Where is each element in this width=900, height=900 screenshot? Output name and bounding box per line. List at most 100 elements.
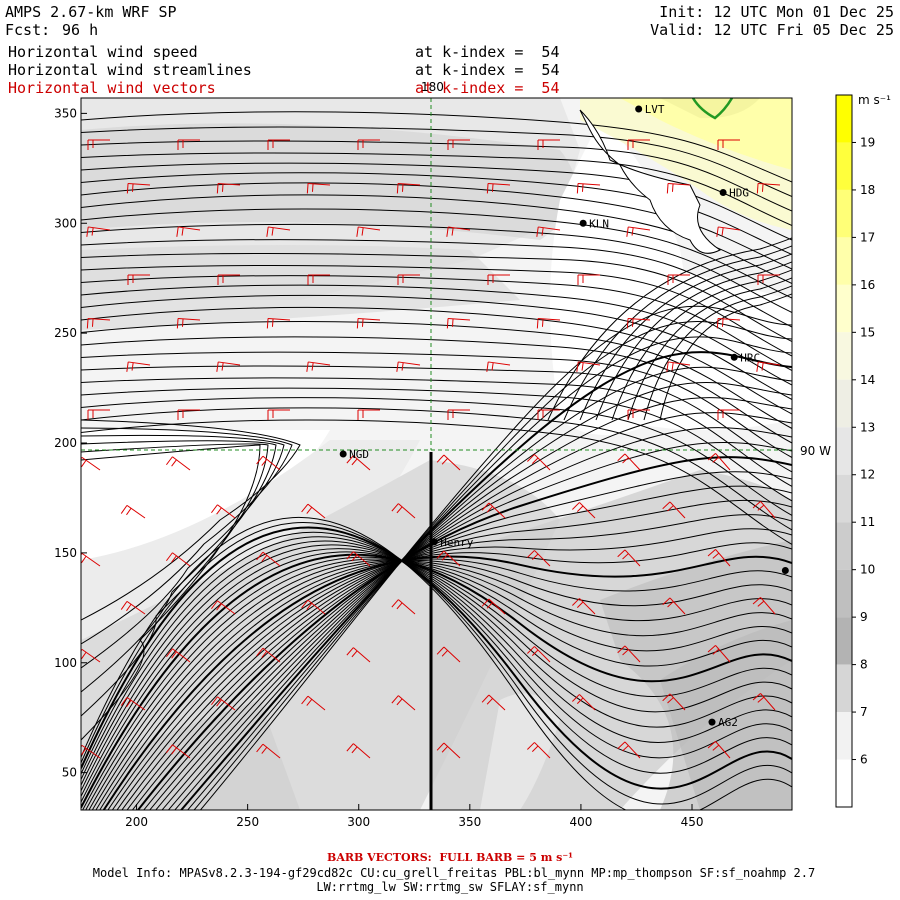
streamline xyxy=(81,321,792,429)
wind-barb xyxy=(126,182,151,194)
wind-barb xyxy=(87,409,110,420)
wind-barb xyxy=(486,182,511,194)
wind-barb xyxy=(481,598,506,615)
wind-barb xyxy=(267,139,290,150)
streamline xyxy=(131,471,792,810)
streamline xyxy=(81,208,792,299)
colorbar-label: 14 xyxy=(860,373,875,387)
station-marker xyxy=(730,353,738,361)
init-time: Init: 12 UTC Mon 01 Dec 25 xyxy=(659,3,894,21)
wind-barb xyxy=(166,648,191,663)
field-level-vectors: at k-index = 54 xyxy=(415,79,560,97)
forecast-hour: 96 h xyxy=(62,21,99,39)
streamline xyxy=(161,397,792,810)
streamline xyxy=(81,536,792,780)
wind-barb xyxy=(120,696,146,711)
wind-barb xyxy=(267,409,290,420)
wind-barb xyxy=(752,693,776,711)
streamline xyxy=(81,526,792,790)
streamline xyxy=(81,407,792,531)
station-label: AG2 xyxy=(718,716,738,729)
wind-barb xyxy=(666,361,691,372)
wind-barb xyxy=(707,741,731,759)
wind-barb xyxy=(627,139,650,150)
wind-barb xyxy=(662,501,686,519)
station-label: HDG xyxy=(729,186,749,199)
wind-barb xyxy=(487,274,510,285)
streamline xyxy=(81,275,792,371)
colorbar-label: 15 xyxy=(860,325,875,339)
wind-barb xyxy=(537,139,560,150)
wind-barb xyxy=(536,226,561,237)
colorbar-frame xyxy=(835,94,853,808)
wind-barb xyxy=(166,552,191,567)
field-level-streamlines: at k-index = 54 xyxy=(415,61,560,79)
streamline xyxy=(81,365,792,473)
streamline xyxy=(81,548,792,797)
model-title: AMPS 2.67-km WRF SP xyxy=(5,3,177,21)
colorbar-swatch xyxy=(836,617,852,665)
wind-barb xyxy=(752,597,776,615)
streamline xyxy=(81,377,792,487)
colorbar-label: 11 xyxy=(860,515,875,529)
wind-barb xyxy=(356,317,381,329)
streamline xyxy=(81,140,792,212)
streamline xyxy=(611,269,792,421)
streamline xyxy=(81,223,792,313)
station-marker xyxy=(719,188,727,196)
colorbar-swatch xyxy=(836,142,852,190)
wind-barb xyxy=(537,409,560,420)
streamline xyxy=(199,305,792,810)
wind-barb xyxy=(120,504,146,519)
streamline xyxy=(81,444,261,741)
streamline xyxy=(81,294,792,400)
station-marker xyxy=(708,718,716,726)
wind-barb xyxy=(120,600,146,615)
colorbar-swatch xyxy=(836,522,852,570)
field-name-vectors: Horizontal wind vectors xyxy=(8,79,216,97)
station-marker xyxy=(781,566,789,574)
streamline xyxy=(81,264,792,357)
wind-barb xyxy=(446,317,471,329)
wind-barb xyxy=(86,226,111,237)
streamline xyxy=(187,336,792,810)
colorbar-swatch xyxy=(836,569,852,618)
wind-barb xyxy=(436,646,461,663)
x-tick-label: 450 xyxy=(681,815,704,829)
x-tick-label: 350 xyxy=(458,815,481,829)
colorbar-label: 13 xyxy=(860,420,875,434)
streamline xyxy=(149,427,792,810)
wind-barbs xyxy=(81,139,781,759)
station-marker xyxy=(430,538,438,546)
station-marker xyxy=(579,219,587,227)
wind-barb xyxy=(306,182,331,194)
wind-barb xyxy=(716,317,741,329)
colorbar-label: 8 xyxy=(860,658,868,672)
streamline xyxy=(81,531,792,775)
wind-barb xyxy=(626,317,651,329)
colorbar-swatch xyxy=(836,664,852,713)
wind-barb xyxy=(536,317,561,329)
wind-barb xyxy=(527,550,551,567)
wind-barb xyxy=(436,742,461,759)
colorbar-swatch xyxy=(836,189,852,238)
coastline xyxy=(579,109,721,254)
wind-barb xyxy=(391,599,416,615)
streamline xyxy=(81,239,792,328)
wind-barb xyxy=(662,693,686,711)
y-tick-label: 350 xyxy=(54,106,77,120)
meridian-label: 180 xyxy=(421,80,444,94)
station-marker xyxy=(339,450,347,458)
y-tick-label: 200 xyxy=(54,436,77,450)
wind-barb xyxy=(256,743,281,759)
wind-speed-shading xyxy=(81,98,792,810)
wind-barb xyxy=(177,409,200,420)
colorbar-swatch xyxy=(836,95,852,143)
plot-border xyxy=(80,97,793,811)
streamline xyxy=(167,382,792,810)
forecast-label: Fcst: xyxy=(5,21,51,39)
streamline xyxy=(88,559,792,810)
wind-barb xyxy=(127,274,150,285)
wind-barb xyxy=(307,274,330,285)
wind-barb xyxy=(481,694,506,711)
